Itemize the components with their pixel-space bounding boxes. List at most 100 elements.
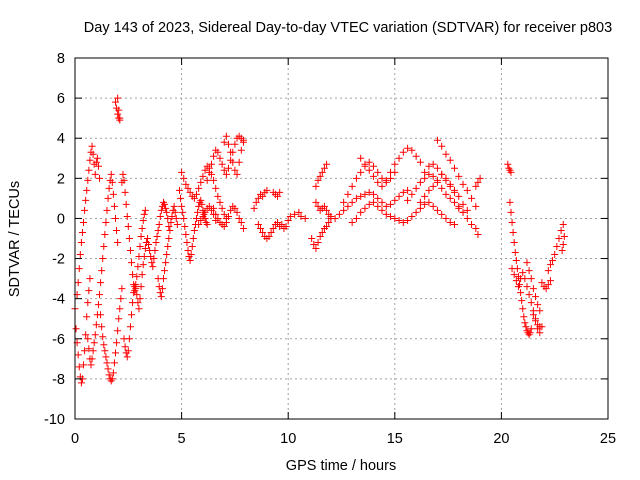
data-point xyxy=(259,228,267,236)
data-point xyxy=(134,263,142,271)
data-point xyxy=(314,239,322,247)
data-point xyxy=(141,206,149,214)
data-point xyxy=(320,164,328,172)
data-point xyxy=(166,226,174,234)
data-point xyxy=(98,323,106,331)
y-tick-label: 4 xyxy=(57,131,65,147)
data-point xyxy=(459,200,467,208)
data-point xyxy=(527,299,535,307)
data-point xyxy=(93,154,101,162)
data-point xyxy=(80,361,88,369)
data-point xyxy=(399,218,407,226)
data-point xyxy=(103,206,111,214)
data-point xyxy=(455,172,463,180)
x-tick-label: 0 xyxy=(71,431,79,447)
data-point xyxy=(314,202,322,210)
data-point xyxy=(463,186,471,194)
data-point xyxy=(369,190,377,198)
data-point xyxy=(107,170,115,178)
data-point xyxy=(161,200,169,208)
data-point xyxy=(199,212,207,220)
data-point xyxy=(425,162,433,170)
data-point xyxy=(416,178,424,186)
data-point xyxy=(126,323,134,331)
data-point xyxy=(150,255,158,263)
data-point xyxy=(104,365,112,373)
y-tick-label: 0 xyxy=(57,211,65,227)
data-point xyxy=(114,327,122,335)
data-point xyxy=(510,271,518,279)
data-point xyxy=(115,106,123,114)
data-point xyxy=(263,186,271,194)
data-point xyxy=(529,285,537,293)
data-point xyxy=(553,243,561,251)
data-point xyxy=(527,275,535,283)
data-point xyxy=(446,156,454,164)
data-point xyxy=(203,220,211,228)
data-point xyxy=(468,194,476,202)
data-point xyxy=(404,186,412,194)
data-point xyxy=(109,369,117,377)
data-point xyxy=(222,132,230,140)
data-point xyxy=(558,247,566,255)
data-point xyxy=(112,214,120,222)
data-point xyxy=(96,291,104,299)
data-point xyxy=(122,200,130,208)
data-point xyxy=(227,206,235,214)
data-point xyxy=(225,212,233,220)
data-point xyxy=(421,168,429,176)
data-point xyxy=(74,279,82,287)
data-point xyxy=(110,359,118,367)
data-point xyxy=(225,164,233,172)
data-point xyxy=(178,168,186,176)
x-tick-label: 20 xyxy=(493,431,509,447)
data-point xyxy=(357,192,365,200)
data-point xyxy=(75,363,83,371)
data-point xyxy=(519,305,527,313)
data-point xyxy=(525,291,533,299)
data-point xyxy=(108,375,116,383)
data-point xyxy=(429,160,437,168)
data-point xyxy=(357,168,365,176)
data-point xyxy=(114,239,122,247)
data-point xyxy=(536,329,544,337)
data-point xyxy=(507,208,515,216)
data-point xyxy=(544,281,552,289)
data-point xyxy=(88,355,96,363)
data-point xyxy=(114,110,122,118)
data-point xyxy=(205,168,213,176)
data-point xyxy=(214,148,222,156)
data-point xyxy=(511,249,519,257)
data-point xyxy=(404,216,412,224)
data-point xyxy=(170,202,178,210)
data-point xyxy=(476,174,484,182)
data-point xyxy=(85,345,93,353)
data-point xyxy=(297,212,305,220)
x-tick-labels: 0 5 10 15 20 25 xyxy=(71,431,616,447)
data-point xyxy=(77,379,85,387)
data-point xyxy=(156,212,164,220)
data-point xyxy=(199,172,207,180)
data-point xyxy=(94,301,102,309)
data-point xyxy=(523,259,531,267)
data-point xyxy=(472,182,480,190)
data-point xyxy=(559,220,567,228)
data-point xyxy=(120,176,128,184)
data-point xyxy=(433,206,441,214)
data-point xyxy=(156,289,164,297)
data-point xyxy=(92,321,100,329)
data-point xyxy=(220,222,228,230)
data-point xyxy=(83,186,91,194)
y-tick-label: 2 xyxy=(57,171,65,187)
data-point xyxy=(134,299,142,307)
data-point xyxy=(404,144,412,152)
data-point xyxy=(316,232,324,240)
data-point xyxy=(189,235,197,242)
data-point xyxy=(179,208,187,216)
data-point xyxy=(421,200,429,208)
data-point xyxy=(316,172,324,180)
data-point xyxy=(81,347,89,355)
data-point xyxy=(161,267,169,275)
data-point xyxy=(89,150,97,158)
data-point xyxy=(331,214,339,222)
